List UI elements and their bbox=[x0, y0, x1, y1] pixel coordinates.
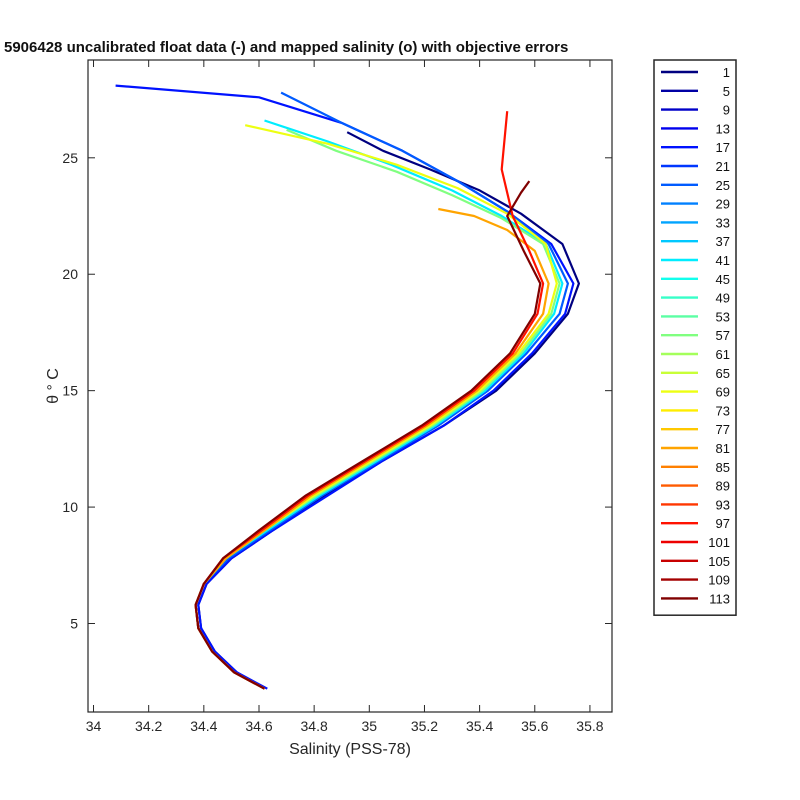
x-tick-label: 35 bbox=[362, 718, 378, 734]
legend-label-33: 33 bbox=[716, 215, 730, 230]
x-tick-label: 34 bbox=[86, 718, 102, 734]
y-tick-label: 20 bbox=[62, 266, 78, 282]
legend-label-85: 85 bbox=[716, 460, 730, 475]
chart-title: 5906428 uncalibrated float data (-) and … bbox=[4, 39, 568, 56]
legend-label-65: 65 bbox=[716, 366, 730, 381]
legend-label-1: 1 bbox=[723, 65, 730, 80]
legend-label-53: 53 bbox=[716, 309, 730, 324]
x-tick-label: 35.4 bbox=[466, 718, 493, 734]
x-tick-label: 34.2 bbox=[135, 718, 162, 734]
legend-label-109: 109 bbox=[708, 573, 730, 588]
y-tick-label: 15 bbox=[62, 383, 78, 399]
legend-label-9: 9 bbox=[723, 103, 730, 118]
profile-line-25 bbox=[194, 91, 570, 690]
axes-box bbox=[87, 59, 613, 713]
legend-label-97: 97 bbox=[716, 516, 730, 531]
legend-label-45: 45 bbox=[716, 272, 730, 287]
legend-label-29: 29 bbox=[716, 197, 730, 212]
legend-label-21: 21 bbox=[716, 159, 730, 174]
legend-label-25: 25 bbox=[716, 178, 730, 193]
legend-label-49: 49 bbox=[716, 291, 730, 306]
x-tick-label: 35.8 bbox=[576, 718, 603, 734]
legend-label-41: 41 bbox=[716, 253, 730, 268]
profile-line-81 bbox=[194, 207, 550, 690]
profile-line-17 bbox=[115, 84, 575, 690]
legend-label-61: 61 bbox=[716, 347, 730, 362]
x-tick-label: 34.4 bbox=[190, 718, 217, 734]
axis-ticks: 34 34.2 34.4 34.6 34.8 35 35.2 35.4 35.6 35.8 5 10 1… bbox=[62, 60, 612, 734]
y-tick-label: 10 bbox=[62, 499, 78, 515]
legend-label-37: 37 bbox=[716, 234, 730, 249]
y-tick-label: 5 bbox=[70, 616, 78, 632]
y-tick-label: 25 bbox=[62, 150, 78, 166]
legend-label-89: 89 bbox=[716, 479, 730, 494]
x-tick-label: 34.8 bbox=[301, 718, 328, 734]
x-tick-label: 34.6 bbox=[245, 718, 272, 734]
legend-label-5: 5 bbox=[723, 84, 730, 99]
profile-line-1 bbox=[197, 131, 581, 690]
y-axis-label: θ ° C bbox=[45, 368, 62, 404]
legend-label-105: 105 bbox=[708, 554, 730, 569]
legend-label-81: 81 bbox=[716, 441, 730, 456]
legend-label-13: 13 bbox=[716, 121, 730, 136]
x-axis-label: Salinity (PSS-78) bbox=[289, 741, 411, 758]
legend-label-77: 77 bbox=[716, 422, 730, 437]
legend-label-57: 57 bbox=[716, 328, 730, 343]
legend-label-101: 101 bbox=[708, 535, 730, 550]
profile-lines bbox=[115, 84, 581, 690]
x-tick-label: 35.2 bbox=[411, 718, 438, 734]
legend-label-17: 17 bbox=[716, 140, 730, 155]
legend-label-113: 113 bbox=[709, 591, 730, 606]
legend: 1 5 9 13 17 21 25 29 33 37 41 45 49 53 57 61 65 69 73 77 81 8… bbox=[653, 59, 737, 616]
legend-label-69: 69 bbox=[716, 385, 730, 400]
profile-line-113 bbox=[194, 180, 542, 690]
x-tick-label: 35.6 bbox=[521, 718, 548, 734]
legend-label-73: 73 bbox=[716, 403, 730, 418]
legend-label-93: 93 bbox=[716, 497, 730, 512]
